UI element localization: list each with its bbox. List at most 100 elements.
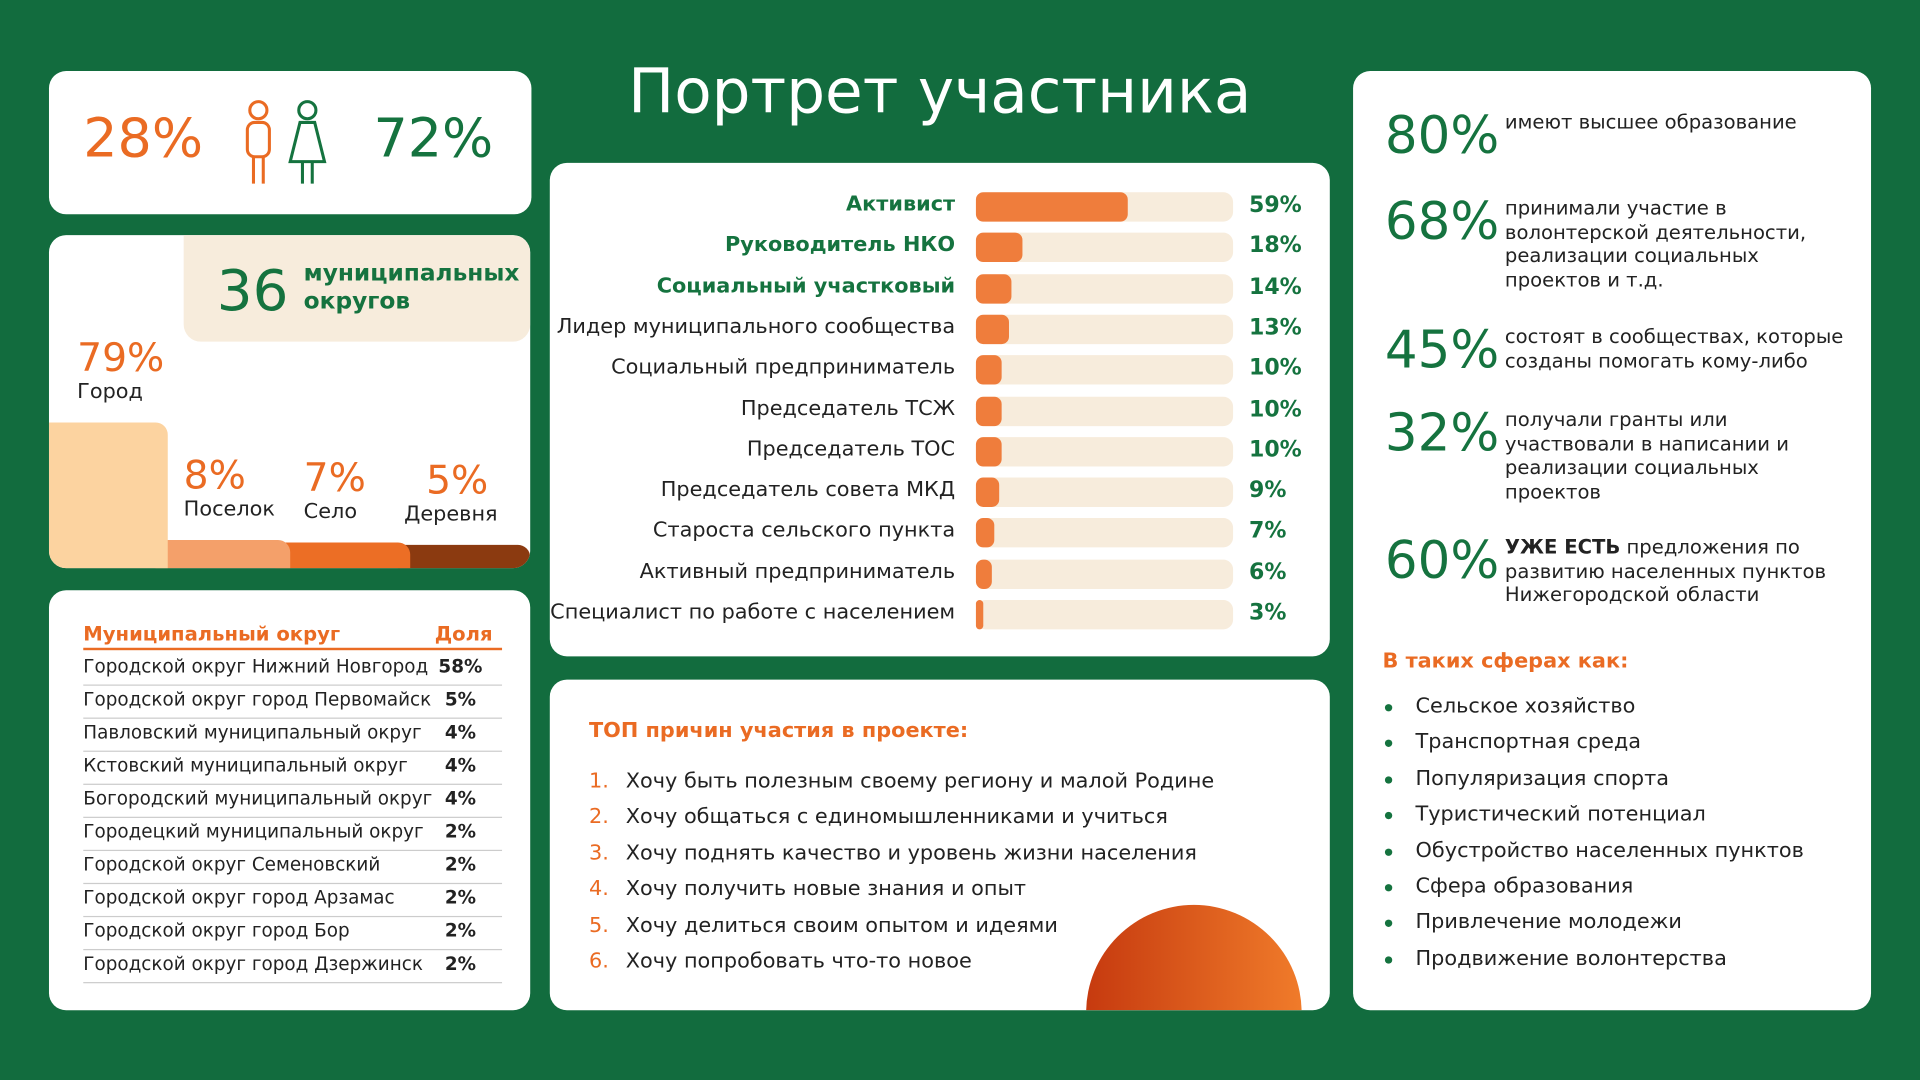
bar-track <box>975 436 1234 467</box>
settlements-card: 36 муниципальных округов 79% Город 8% Посел… <box>48 235 531 569</box>
reason-text: Хочу общаться с единомышленниками и учит… <box>625 804 1168 830</box>
table-cell: 4% <box>444 787 477 810</box>
count: 36 <box>216 257 289 324</box>
bullet <box>1384 920 1393 928</box>
table-cell: Городской округ город Бор <box>83 919 350 942</box>
table-cell: 2% <box>444 853 477 876</box>
table-card: Муниципальный округ Доля Городской округ Н… <box>48 590 531 1011</box>
bullet <box>1384 884 1393 892</box>
row-rule <box>83 750 503 752</box>
bar <box>975 518 994 548</box>
bar-label: Социальный участковый <box>656 273 956 299</box>
stat-description: принимали участие в волонтерской деятель… <box>1504 195 1807 291</box>
bar-track <box>975 396 1234 426</box>
spheres-title: В таких сферах как: <box>1382 648 1629 674</box>
bar-label: Специалист по работе с населением <box>550 600 956 625</box>
settlement-share: 7% <box>303 453 366 501</box>
reason-num: 5. <box>588 912 609 938</box>
stat-emphasis: УЖЕ ЕСТЬ <box>1504 535 1621 559</box>
sphere-item: Сфера образования <box>1415 874 1634 899</box>
bar <box>975 355 1002 385</box>
value-label: 59% <box>1248 192 1302 218</box>
bullet <box>1384 848 1393 856</box>
sphere-item: Транспортная среда <box>1415 730 1642 755</box>
bar <box>975 396 1002 426</box>
reason-num: 2. <box>588 804 609 830</box>
table-cell: Городской округ Семеновский <box>83 853 381 876</box>
bar-track <box>975 273 1234 304</box>
sphere-item: Популяризация спорта <box>1415 766 1669 791</box>
bar-label: Председатель ТСЖ <box>740 396 956 421</box>
table-header: Доля <box>434 622 493 646</box>
stat-text: УЖЕ ЕСТЬ предложения по развитию населен… <box>1505 535 1845 607</box>
table-cell: Городской округ город Дзержинск <box>83 952 423 975</box>
stats-card: 80% имеют высшее образование 68% принимали … <box>1353 71 1872 1011</box>
bar-label: Председатель совета МКД <box>660 477 956 503</box>
stat-text: состоят в сообществах, которые созданы п… <box>1505 324 1845 372</box>
table-cell: 5% <box>444 688 477 711</box>
value-label: 7% <box>1248 518 1287 545</box>
count-box <box>183 235 531 342</box>
stat-description: состоят в сообществах, которые созданы п… <box>1504 324 1844 372</box>
row-rule <box>83 717 503 719</box>
stat-description: предложения по развитию населенных пункт… <box>1504 535 1827 607</box>
bar <box>975 233 1023 263</box>
stat-value: 80% <box>1384 105 1500 166</box>
reason-text: Хочу попробовать что-то новое <box>625 948 972 974</box>
table-cell: Городской округ город Первомайск <box>83 688 432 711</box>
value-label: 18% <box>1248 233 1302 259</box>
sphere-item: Туристический потенциал <box>1415 802 1706 827</box>
sphere-item: Привлечение молодежи <box>1415 910 1682 935</box>
bar-label: Лидер муниципального сообщества <box>556 314 956 340</box>
bar-track <box>975 518 1234 548</box>
value-label: 3% <box>1248 600 1287 626</box>
table-cell: 4% <box>444 721 477 744</box>
bar-track <box>975 600 1234 630</box>
stat-value: 32% <box>1384 402 1500 463</box>
male-share: 28% <box>83 107 204 171</box>
decor-semicircle <box>1086 904 1302 1011</box>
bar <box>975 436 1002 467</box>
count-text: муниципальных округов <box>303 259 520 315</box>
bar-track <box>975 477 1234 508</box>
female-share: 72% <box>373 107 494 171</box>
stat-text: получали гранты или участвовали в написа… <box>1505 408 1845 504</box>
bar-label: Активист <box>846 192 956 217</box>
row-rule <box>83 816 503 818</box>
table-cell: Городской округ Нижний Новгород <box>83 655 429 678</box>
table-cell: Богородский муниципальный округ <box>83 787 433 810</box>
bar-track <box>975 559 1234 589</box>
title: Портрет участника <box>628 56 1252 128</box>
header-rule <box>83 647 503 651</box>
stat-value: 60% <box>1384 530 1500 591</box>
row-rule <box>83 684 503 686</box>
settlement-share: 5% <box>426 457 489 504</box>
bullet <box>1384 704 1393 712</box>
chart-card: Активист 59% Руководитель НКО 18% Социальный… <box>549 162 1330 657</box>
bar <box>975 273 1012 304</box>
settlement-bar <box>275 541 411 569</box>
sphere-item: Обустройство населенных пунктов <box>1415 838 1804 863</box>
table-cell: 2% <box>444 820 477 843</box>
settlement-bar <box>48 422 168 569</box>
value-label: 10% <box>1248 396 1302 422</box>
value-label: 10% <box>1248 436 1302 463</box>
value-label: 9% <box>1248 477 1287 504</box>
bar-label: Руководитель НКО <box>724 233 956 258</box>
gender-card: 28% 72% <box>48 71 532 215</box>
stat-text: имеют высшее образование <box>1505 110 1845 134</box>
reason-num: 1. <box>588 768 609 794</box>
reason-text: Хочу получить новые знания и опыт <box>625 876 1027 902</box>
bar-label: Активный предприниматель <box>639 559 956 584</box>
settlement-name: Деревня <box>404 502 498 527</box>
reason-text: Хочу делиться своим опытом и идеями <box>625 912 1058 938</box>
row-rule <box>83 882 503 885</box>
table-cell: 2% <box>444 919 477 942</box>
stat-value: 45% <box>1384 319 1500 380</box>
bar <box>975 314 1010 344</box>
stat-description: получали гранты или участвовали в написа… <box>1504 407 1789 503</box>
row-rule <box>83 849 503 852</box>
table-cell: 58% <box>438 655 483 678</box>
